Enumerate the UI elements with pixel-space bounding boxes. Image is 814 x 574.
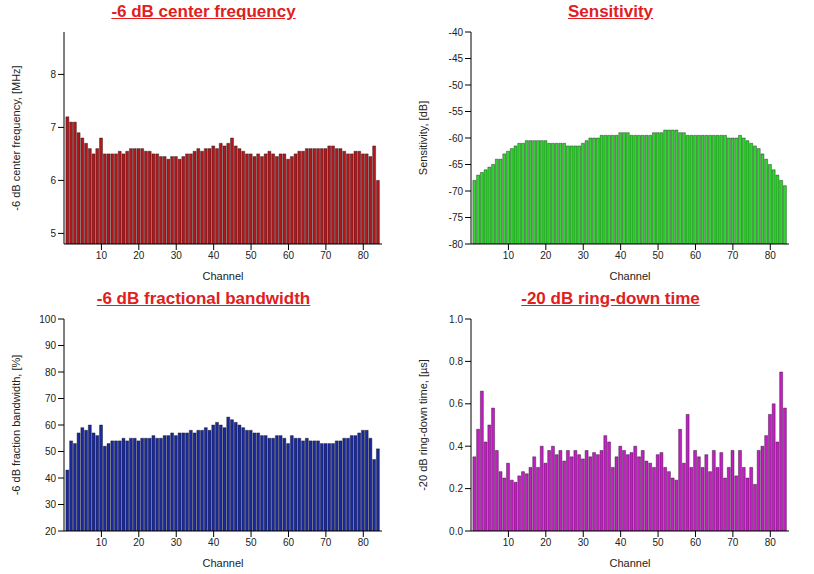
svg-text:40: 40	[45, 473, 57, 484]
svg-text:60: 60	[283, 250, 295, 261]
svg-text:20: 20	[540, 250, 552, 261]
svg-text:40: 40	[615, 250, 627, 261]
svg-text:7: 7	[50, 122, 56, 133]
html-text:-6 dB fractional bandwidth: -6 dB fractional bandwidth	[96, 289, 311, 308]
svg-text:-6 dB fraction bandwidth, [%]: -6 dB fraction bandwidth, [%]	[10, 355, 22, 496]
svg-text:90: 90	[45, 340, 57, 351]
svg-text:-45: -45	[449, 53, 464, 64]
svg-text:-65: -65	[449, 159, 464, 170]
svg-text:30: 30	[578, 537, 590, 548]
svg-text:60: 60	[45, 420, 57, 431]
svg-text:-50: -50	[449, 80, 464, 91]
svg-text:30: 30	[45, 499, 57, 510]
svg-text:80: 80	[358, 537, 370, 548]
svg-text:-6 dB center frequency, [MHz]: -6 dB center frequency, [MHz]	[10, 65, 22, 210]
html-text:Sensitivity: Sensitivity	[568, 2, 653, 21]
svg-text:Channel: Channel	[610, 557, 651, 569]
svg-text:70: 70	[45, 393, 57, 404]
svg-text:40: 40	[208, 250, 220, 261]
svg-text:-80: -80	[449, 239, 464, 250]
svg-text:30: 30	[171, 537, 183, 548]
svg-text:10: 10	[503, 250, 515, 261]
svg-text:10: 10	[503, 537, 515, 548]
svg-text:Sensitivity, [dB]: Sensitivity, [dB]	[417, 101, 429, 175]
svg-text:80: 80	[358, 250, 370, 261]
svg-text:30: 30	[578, 250, 590, 261]
html-text:-6 dB center frequency: -6 dB center frequency	[111, 2, 296, 21]
svg-text:6: 6	[50, 175, 56, 186]
svg-text:-55: -55	[449, 106, 464, 117]
svg-text:80: 80	[765, 537, 777, 548]
svg-text:-70: -70	[449, 186, 464, 197]
svg-text:Channel: Channel	[203, 270, 244, 282]
svg-text:50: 50	[45, 446, 57, 457]
svg-text:80: 80	[765, 250, 777, 261]
svg-text:20: 20	[133, 250, 145, 261]
svg-text:5: 5	[50, 228, 56, 239]
svg-text:-40: -40	[449, 27, 464, 38]
svg-text:0.8: 0.8	[449, 356, 463, 367]
svg-text:Channel: Channel	[610, 270, 651, 282]
svg-text:30: 30	[171, 250, 183, 261]
svg-text:70: 70	[727, 537, 739, 548]
svg-text:Channel: Channel	[203, 557, 244, 569]
svg-text:40: 40	[615, 537, 627, 548]
svg-text:50: 50	[245, 537, 257, 548]
svg-text:8: 8	[50, 69, 56, 80]
svg-text:1.0: 1.0	[449, 314, 463, 325]
svg-text:10: 10	[96, 537, 108, 548]
svg-text:0.4: 0.4	[449, 441, 463, 452]
svg-text:50: 50	[245, 250, 257, 261]
svg-text:20: 20	[133, 537, 145, 548]
html-text:-20 dB ring-down time: -20 dB ring-down time	[521, 289, 700, 308]
svg-text:60: 60	[690, 537, 702, 548]
svg-text:80: 80	[45, 367, 57, 378]
svg-text:50: 50	[652, 537, 664, 548]
svg-text:-75: -75	[449, 212, 464, 223]
svg-text:70: 70	[727, 250, 739, 261]
svg-text:70: 70	[320, 250, 332, 261]
svg-text:50: 50	[652, 250, 664, 261]
svg-text:-20 dB ring-down time, [µs]: -20 dB ring-down time, [µs]	[417, 359, 429, 491]
svg-text:0.6: 0.6	[449, 398, 463, 409]
svg-text:70: 70	[320, 537, 332, 548]
svg-text:20: 20	[45, 526, 57, 537]
svg-text:-60: -60	[449, 133, 464, 144]
svg-text:10: 10	[96, 250, 108, 261]
svg-text:60: 60	[690, 250, 702, 261]
svg-text:60: 60	[283, 537, 295, 548]
svg-text:0.0: 0.0	[449, 526, 463, 537]
svg-text:100: 100	[39, 314, 56, 325]
svg-text:40: 40	[208, 537, 220, 548]
svg-text:20: 20	[540, 537, 552, 548]
svg-text:0.2: 0.2	[449, 483, 463, 494]
